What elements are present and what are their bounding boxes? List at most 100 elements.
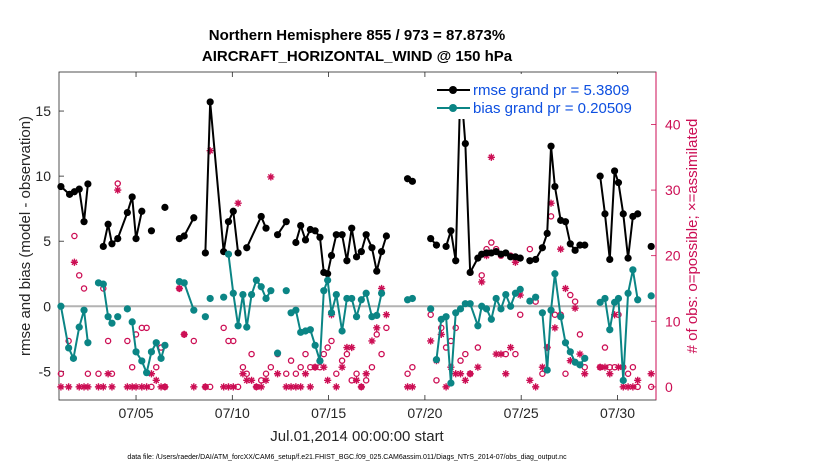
obs-assimilated-marker (138, 383, 146, 391)
obs-assimilated-marker (175, 284, 183, 293)
obs-assimilated-marker (452, 370, 460, 378)
bias-point (614, 294, 623, 303)
bias-point (75, 323, 83, 331)
rmse-point (99, 242, 107, 251)
obs-possible-marker (404, 370, 411, 378)
bias-point (466, 300, 474, 308)
rmse-point (161, 203, 169, 211)
rmse-point (373, 267, 381, 275)
obs-possible-marker (576, 331, 584, 338)
rmse-point (526, 257, 534, 265)
bias-point (601, 294, 609, 303)
y-tick-label: 0 (43, 298, 51, 314)
obs-assimilated-marker (647, 370, 655, 378)
obs-assimilated-marker (257, 383, 265, 391)
obs-assimilated-marker (84, 383, 92, 391)
axis-ticks: 07/05 07/10 07/15 07/20 07/25 07/30 -5 0 5 10 15 0 1… (35, 72, 681, 421)
rmse-point (301, 236, 310, 244)
legend: rmse grand pr = 5.3809 bias grand pr = 0… (434, 74, 646, 119)
obs-assimilated-marker (247, 376, 256, 384)
obs-possible-marker (80, 285, 88, 292)
obs-assimilated-marker (461, 376, 469, 384)
obs-assimilated-marker (348, 343, 356, 352)
obs-possible-marker (292, 370, 300, 378)
obs-assimilated-marker (368, 337, 376, 345)
rmse-point (614, 179, 623, 187)
obs-assimilated-marker (94, 383, 103, 391)
bias-point (511, 289, 520, 297)
bias-point (147, 348, 156, 356)
rmse-point (352, 253, 361, 261)
obs-assimilated-marker (382, 311, 390, 319)
rmse-point (362, 231, 370, 239)
rmse-point (543, 229, 551, 237)
bias-point (526, 297, 534, 305)
bias-point (152, 339, 160, 347)
obs-assimilated-marker (292, 383, 300, 391)
obs-possible-marker (57, 370, 65, 378)
obs-assimilated-marker (516, 291, 524, 299)
rmse-point (292, 238, 300, 247)
bias-point (408, 294, 416, 303)
obs-possible-marker (104, 337, 112, 345)
bias-point (543, 366, 551, 374)
obs-assimilated-marker (301, 370, 310, 378)
rmse-point (581, 241, 589, 249)
obs-possible-marker (297, 363, 304, 371)
obs-assimilated-marker (267, 173, 275, 181)
bias-point (229, 289, 237, 297)
obs-assimilated-marker (487, 153, 495, 161)
obs-assimilated-marker (70, 258, 79, 266)
bias-point (377, 289, 386, 297)
obs-assimilated-marker (239, 370, 247, 378)
rmse-point (432, 241, 441, 249)
bias-point (157, 354, 165, 362)
bias-point (128, 318, 136, 326)
rmse-point (224, 218, 233, 226)
bias-point (320, 287, 328, 295)
bias-point (161, 341, 169, 349)
bias-point (316, 357, 324, 365)
rmse-point (647, 242, 655, 251)
obs-possible-marker (624, 370, 632, 378)
obs-possible-marker (71, 232, 78, 240)
rmse-point (75, 185, 83, 193)
obs-assimilated-marker (614, 363, 623, 371)
obs-possible-marker (383, 324, 390, 332)
obs-assimilated-marker (474, 363, 482, 371)
obs-assimilated-marker (99, 383, 107, 391)
obs-possible-marker (343, 350, 351, 358)
obs-possible-marker (488, 239, 495, 246)
obs-assimilated-marker (234, 199, 242, 207)
obs-assimilated-marker (610, 311, 619, 319)
obs-possible-marker (143, 324, 150, 332)
rmse-point (447, 227, 455, 235)
bias-point (324, 276, 332, 284)
right-y-tick-label: 10 (665, 313, 681, 329)
obs-assimilated-marker (566, 357, 574, 365)
obs-possible-marker (328, 337, 335, 345)
x-tick-label: 07/20 (407, 405, 442, 421)
obs-possible-marker (368, 363, 376, 371)
obs-assimilated-marker (128, 383, 136, 391)
obs-possible-marker (153, 363, 160, 371)
obs-possible-marker (362, 377, 370, 384)
obs-possible-marker (239, 363, 247, 371)
obs-assimilated-marker (492, 350, 500, 358)
rmse-point (538, 244, 546, 252)
obs-assimilated-marker (624, 383, 632, 391)
obs-possible-marker (114, 180, 121, 187)
obs-assimilated-marker (427, 337, 435, 345)
rmse-point (466, 268, 474, 277)
bias-point (327, 309, 336, 317)
obs-assimilated-marker (532, 383, 540, 391)
rmse-point (234, 249, 242, 257)
obs-assimilated-marker (408, 383, 416, 391)
rmse-point (377, 248, 386, 256)
obs-assimilated-marker (147, 370, 156, 378)
rmse-point (551, 182, 559, 191)
rmse-point (452, 257, 460, 265)
rmse-point (273, 231, 282, 239)
bias-point (516, 285, 524, 293)
obs-assimilated-marker (497, 350, 505, 358)
